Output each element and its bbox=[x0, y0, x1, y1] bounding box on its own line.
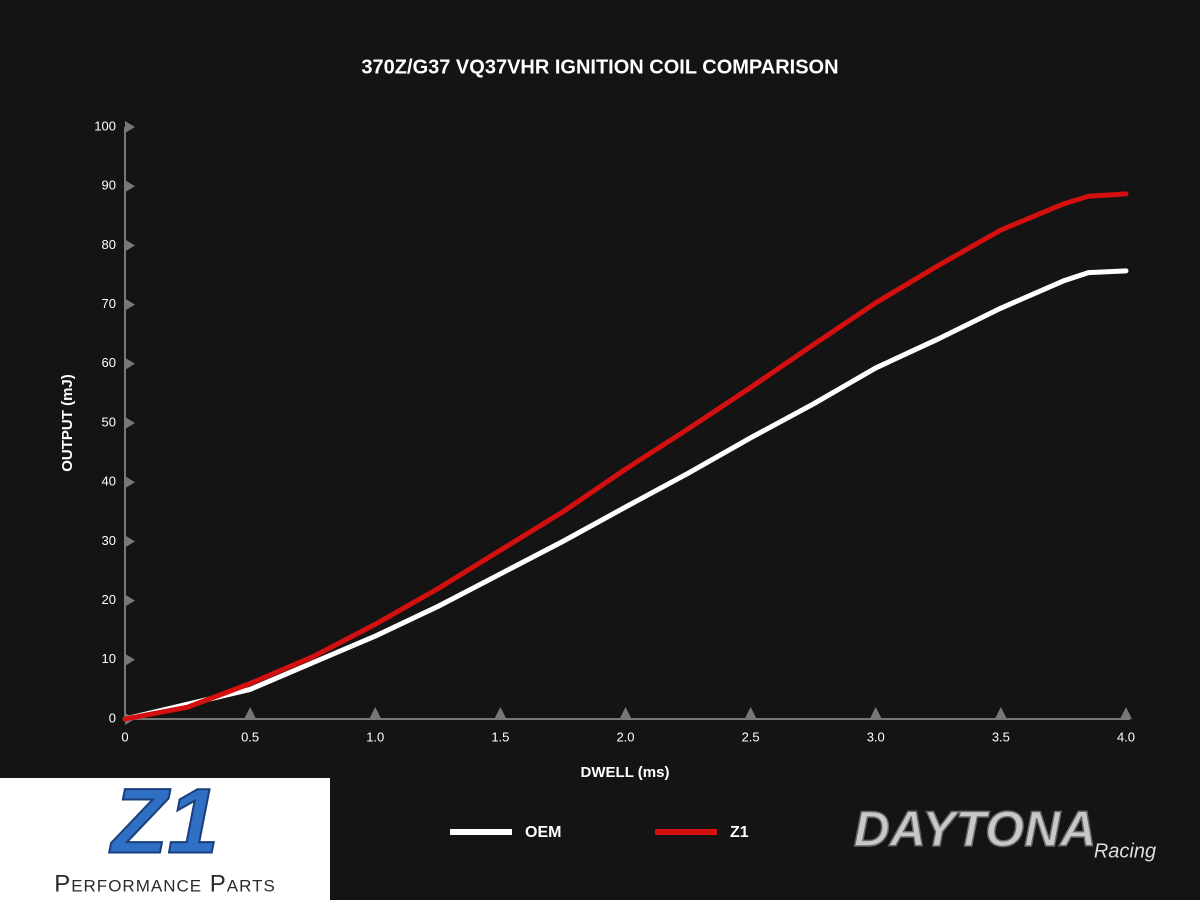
y-tick-label: 10 bbox=[102, 651, 116, 666]
y-tick-label: 20 bbox=[102, 592, 116, 607]
y-tick-label: 90 bbox=[102, 178, 116, 193]
legend-label: OEM bbox=[525, 824, 561, 841]
daytona-logo: DAYTONA Racing bbox=[853, 800, 1156, 862]
x-tick-label: 1.0 bbox=[366, 729, 384, 744]
x-tick-label: 1.5 bbox=[491, 729, 509, 744]
chart-title: 370Z/G37 VQ37VHR IGNITION COIL COMPARISO… bbox=[361, 56, 838, 78]
logo-box bbox=[0, 778, 330, 900]
y-tick-label: 100 bbox=[94, 118, 116, 133]
x-tick-label: 0.5 bbox=[241, 729, 259, 744]
y-tick-label: 70 bbox=[102, 296, 116, 311]
y-tick-mark bbox=[125, 653, 135, 666]
logo-text: Z1 bbox=[108, 770, 218, 872]
y-tick-mark bbox=[125, 535, 135, 548]
x-axis-label: DWELL (ms) bbox=[581, 764, 670, 781]
plot: 0 10 20 30 40 50 60 70 80 90 100 0 0.5 1.0 1.5 2.0 2.5 3.… bbox=[94, 118, 1135, 841]
y-tick-label: 60 bbox=[102, 355, 116, 370]
x-tick-mark bbox=[869, 707, 882, 719]
logo-text: DAYTONA bbox=[854, 801, 1097, 857]
series-line bbox=[122, 268, 1129, 722]
x-tick-label: 2.5 bbox=[742, 729, 760, 744]
series-line bbox=[122, 191, 1129, 722]
legend-label: Z1 bbox=[730, 824, 749, 841]
x-tick-mark bbox=[244, 707, 257, 719]
y-axis-label: OUTPUT (mJ) bbox=[59, 374, 76, 472]
y-tick-mark bbox=[125, 298, 135, 311]
x-tick-mark bbox=[369, 707, 382, 719]
y-tick-mark bbox=[125, 180, 135, 193]
y-tick-mark bbox=[125, 239, 135, 252]
y-tick-label: 30 bbox=[102, 533, 116, 548]
y-tick-mark bbox=[125, 417, 135, 429]
y-tick-label: 50 bbox=[102, 414, 116, 429]
y-tick-label: 0 bbox=[109, 710, 116, 725]
x-tick-label: 3.5 bbox=[992, 729, 1010, 744]
x-tick-label: 4.0 bbox=[1117, 729, 1135, 744]
x-tick-mark bbox=[744, 707, 757, 719]
y-tick-label: 40 bbox=[102, 474, 116, 489]
y-tick-label: 80 bbox=[102, 237, 116, 252]
y-tick-mark bbox=[125, 121, 135, 133]
z1-logo: Z1 Performance Parts bbox=[0, 769, 330, 900]
x-tick-label: 2.0 bbox=[616, 729, 634, 744]
logo-subtext: Racing bbox=[1094, 840, 1156, 862]
x-tick-mark bbox=[619, 707, 632, 719]
x-tick-label: 3.0 bbox=[867, 729, 885, 744]
x-tick-mark bbox=[1120, 707, 1132, 719]
logo-subtext: Performance Parts bbox=[54, 870, 276, 897]
y-tick-mark bbox=[125, 594, 135, 607]
y-tick-mark bbox=[125, 357, 135, 370]
x-tick-label: 0 bbox=[121, 729, 128, 744]
x-tick-mark bbox=[494, 707, 507, 719]
y-tick-mark bbox=[125, 476, 135, 489]
x-tick-mark bbox=[994, 707, 1007, 719]
